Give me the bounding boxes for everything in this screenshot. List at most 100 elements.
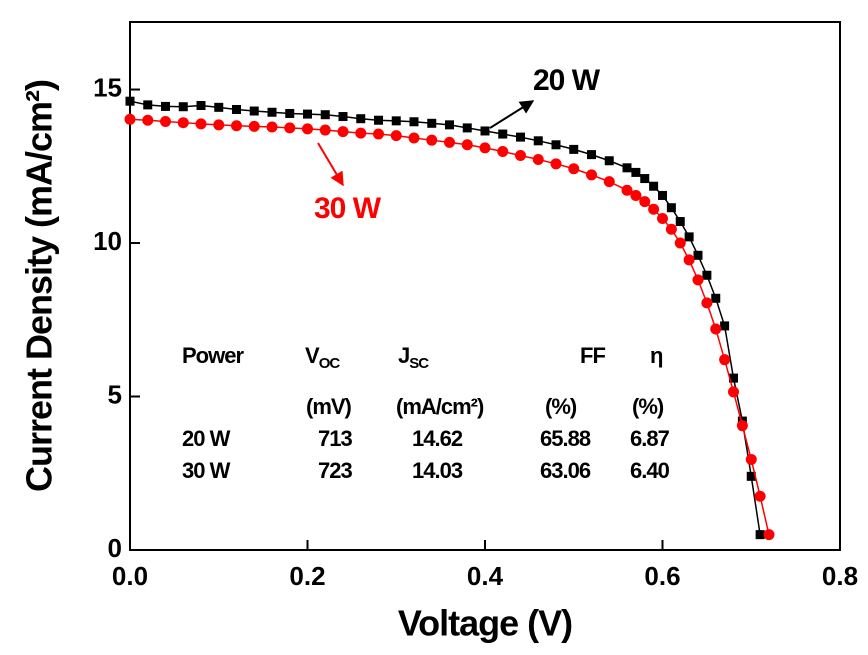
- data-point: [214, 103, 223, 112]
- y-tick-label: 0: [108, 533, 122, 563]
- data-point: [338, 126, 349, 137]
- data-point: [321, 110, 330, 119]
- data-point: [303, 110, 312, 119]
- data-point: [756, 530, 765, 539]
- data-point: [339, 112, 348, 121]
- data-point: [498, 130, 507, 139]
- data-point: [737, 420, 748, 431]
- data-point: [320, 125, 331, 136]
- data-point: [268, 108, 277, 117]
- series-label: 30 W: [314, 192, 382, 225]
- data-point: [481, 126, 490, 135]
- table-header: Power: [182, 343, 244, 368]
- data-point: [302, 123, 313, 134]
- table-unit: (%): [632, 394, 664, 419]
- data-point: [676, 217, 685, 226]
- data-point: [250, 107, 259, 116]
- data-point: [694, 251, 703, 260]
- header-sub: SC: [409, 355, 429, 372]
- data-point: [711, 294, 720, 303]
- data-point: [533, 154, 544, 165]
- table-cell: 14.03: [412, 458, 463, 483]
- data-point: [657, 213, 668, 224]
- table-cell: 20 W: [182, 426, 231, 451]
- data-point: [463, 123, 472, 132]
- data-point: [640, 174, 649, 183]
- data-point: [249, 121, 260, 132]
- data-point: [693, 274, 704, 285]
- data-point: [755, 491, 766, 502]
- data-point: [143, 100, 152, 109]
- table-unit: (mA/cm²): [396, 394, 484, 419]
- data-point: [161, 102, 170, 111]
- y-axis-label: Current Density (mA/cm²): [19, 80, 60, 492]
- data-point: [675, 238, 686, 249]
- header-sub: OC: [319, 355, 341, 372]
- data-point: [142, 115, 153, 126]
- data-point: [410, 117, 419, 126]
- y-tick-label: 10: [93, 226, 122, 256]
- data-point: [285, 109, 294, 118]
- data-point: [196, 118, 207, 129]
- data-point: [391, 130, 402, 141]
- data-point: [126, 97, 135, 106]
- data-point: [179, 102, 188, 111]
- data-point: [480, 142, 491, 153]
- data-point: [701, 297, 712, 308]
- x-tick-label: 0.8: [822, 561, 858, 591]
- data-point: [427, 119, 436, 128]
- data-point: [534, 136, 543, 145]
- data-point: [392, 116, 401, 125]
- data-point: [267, 121, 278, 132]
- data-point: [355, 128, 366, 139]
- data-point: [728, 386, 739, 397]
- data-point: [702, 271, 711, 280]
- data-point: [666, 224, 677, 235]
- data-point: [639, 196, 650, 207]
- table-header: η: [650, 343, 663, 368]
- x-tick-label: 0.6: [644, 561, 680, 591]
- data-point: [720, 321, 729, 330]
- data-point: [623, 163, 632, 172]
- data-point: [125, 114, 136, 125]
- data-point: [197, 101, 206, 110]
- data-point: [667, 203, 676, 212]
- data-point: [746, 454, 757, 465]
- data-point: [515, 150, 526, 161]
- table-header: VOC: [305, 343, 340, 372]
- data-point: [658, 191, 667, 200]
- table-header: FF: [580, 343, 605, 368]
- data-point: [552, 140, 561, 149]
- table-cell: 63.06: [540, 458, 591, 483]
- data-point: [374, 116, 383, 125]
- data-point: [178, 117, 189, 128]
- data-point: [648, 204, 659, 215]
- data-point: [444, 137, 455, 148]
- data-point: [631, 168, 640, 177]
- chart: Voltage (V) Current Density (mA/cm²) 20 …: [0, 0, 868, 655]
- data-point: [284, 122, 295, 133]
- data-point: [516, 133, 525, 142]
- table-cell: 65.88: [540, 426, 591, 451]
- arrow: [490, 101, 533, 128]
- table-cell: 6.87: [630, 426, 670, 451]
- data-point: [764, 529, 775, 540]
- data-point: [569, 145, 578, 154]
- x-tick-label: 0.0: [112, 561, 148, 591]
- table-cell: 6.40: [630, 458, 670, 483]
- data-point: [426, 135, 437, 146]
- data-point: [409, 133, 420, 144]
- data-point: [649, 182, 658, 191]
- data-point: [551, 158, 562, 169]
- table-unit: (%): [545, 394, 577, 419]
- data-point: [719, 354, 730, 365]
- data-point: [604, 176, 615, 187]
- data-point: [160, 116, 171, 127]
- data-point: [232, 105, 241, 114]
- x-axis-label: Voltage (V): [398, 603, 572, 644]
- data-point: [685, 232, 694, 241]
- table-cell: 30 W: [182, 458, 231, 483]
- data-point: [568, 163, 579, 174]
- table-header: JSC: [398, 343, 429, 372]
- data-point: [462, 139, 473, 150]
